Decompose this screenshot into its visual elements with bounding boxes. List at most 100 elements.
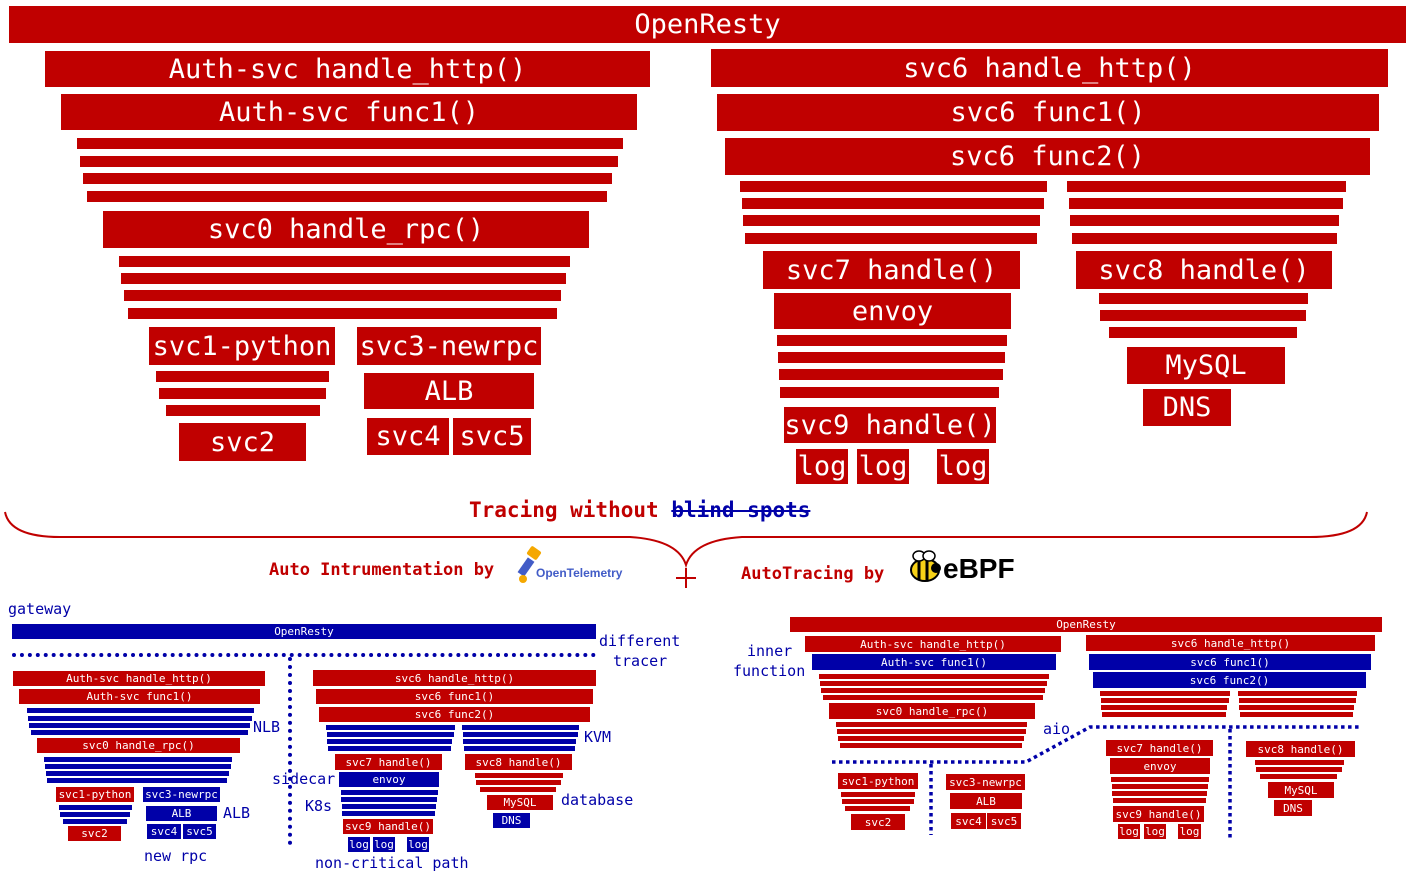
thin-span (166, 405, 320, 416)
thin-span (463, 739, 576, 744)
thin-span (46, 771, 229, 776)
non-critical-path-label: non-critical path (315, 854, 469, 872)
br-svc6-func2-span: svc6 func2() (1093, 672, 1366, 688)
envoy-span: envoy (774, 293, 1011, 329)
gateway-label: gateway (8, 600, 72, 618)
svc6-handle-http-span: svc6 handle_http() (711, 49, 1388, 87)
thin-span (463, 732, 578, 737)
tracer-boundary-line (12, 653, 596, 657)
svc1-python-span: svc1-python (149, 327, 335, 365)
br-openresty-span: OpenResty (790, 617, 1382, 632)
thin-span (159, 388, 326, 399)
thin-span (63, 819, 127, 824)
bl-log-span: log (373, 837, 395, 852)
br-svc3-newrpc-span: svc3-newrpc (946, 774, 1025, 790)
br-mysql-span: MySQL (1268, 782, 1334, 798)
bl-svc6-func2-span: svc6 func2() (319, 707, 590, 722)
bl-svc6-func1-span: svc6 func1() (316, 689, 593, 704)
thin-span (1109, 327, 1297, 338)
br-svc7-handle-span: svc7 handle() (1106, 740, 1213, 756)
thin-span (341, 797, 437, 802)
thin-span (1240, 712, 1353, 717)
alb-span: ALB (364, 373, 534, 409)
bl-auth-svc-handle-http-span: Auth-svc handle_http() (13, 671, 265, 686)
thin-span (1255, 760, 1344, 765)
thin-span (1113, 798, 1206, 803)
thin-span (821, 688, 1045, 693)
br-svc8-handle-span: svc8 handle() (1246, 741, 1355, 757)
thin-span (44, 757, 232, 762)
br-svc5-span: svc5 (987, 813, 1021, 829)
log-span: log (857, 449, 909, 484)
br-log-span: log (1144, 824, 1166, 839)
bl-svc1-python-span: svc1-python (56, 787, 134, 802)
thin-span (59, 805, 132, 810)
thin-span (1260, 774, 1337, 779)
svc9-handle-span: svc9 handle() (784, 407, 996, 443)
bl-dns-span: DNS (493, 813, 530, 828)
thin-span (745, 233, 1037, 244)
auth-svc-handle-http-span: Auth-svc handle_http() (45, 51, 650, 87)
bl-svc5-span: svc5 (183, 824, 216, 839)
thin-span (845, 806, 910, 811)
thin-span (27, 708, 254, 713)
bl-svc7-handle-span: svc7 handle() (335, 754, 442, 770)
thin-span (31, 730, 248, 735)
thin-span (1112, 784, 1208, 789)
thin-span (341, 790, 438, 795)
thin-span (778, 352, 1005, 363)
thin-span (480, 787, 556, 792)
nlb-label: NLB (253, 718, 281, 736)
thin-span (119, 256, 570, 267)
thin-span (342, 804, 436, 809)
thin-span (476, 780, 561, 785)
bl-svc2-span: svc2 (68, 826, 121, 841)
thin-span (841, 792, 915, 797)
mysql-span: MySQL (1127, 347, 1285, 384)
thin-span (743, 215, 1040, 226)
br-log-span: log (1178, 824, 1201, 839)
function-label: function (733, 662, 806, 680)
thin-span (1069, 198, 1343, 209)
ebpf-logo-text: eBPF (943, 553, 1015, 584)
bl-svc0-handle-rpc-span: svc0 handle_rpc() (37, 738, 240, 753)
thin-span (820, 681, 1047, 686)
thin-span (1111, 777, 1209, 782)
br-auth-svc-func1-span: Auth-svc func1() (812, 654, 1056, 670)
br-alb-span: ALB (950, 793, 1022, 809)
br-log-span: log (1118, 824, 1140, 839)
thin-span (1100, 310, 1306, 321)
thin-span (838, 736, 1024, 741)
thin-span (326, 725, 455, 730)
svc6-func2-span: svc6 func2() (725, 138, 1370, 175)
bl-svc6-handle-http-span: svc6 handle_http() (313, 670, 596, 686)
thin-span (328, 746, 451, 751)
database-label: database (561, 791, 634, 809)
opentelemetry-logo-text: OpenTelemetry (536, 566, 623, 580)
thin-span (60, 812, 130, 817)
thin-span (1072, 233, 1337, 244)
br-dns-span: DNS (1274, 800, 1312, 816)
svc2-span: svc2 (179, 423, 306, 461)
bl-svc8-handle-span: svc8 handle() (465, 754, 572, 770)
svc4-span: svc4 (367, 418, 449, 455)
thin-span (327, 739, 452, 744)
thin-span (1099, 293, 1308, 304)
bl-auth-svc-func1-span: Auth-svc func1() (19, 689, 260, 704)
thin-span (840, 743, 1022, 748)
thin-span (842, 799, 914, 804)
thin-span (87, 191, 607, 202)
headline: Tracing without blind spots (469, 500, 810, 521)
svc8-handle-span: svc8 handle() (1076, 251, 1332, 289)
thin-span (1101, 705, 1227, 710)
br-svc6-func1-span: svc6 func1() (1089, 654, 1371, 670)
thin-span (327, 732, 454, 737)
ebpf-logo: eBPF (905, 548, 1020, 588)
bl-alb-span: ALB (146, 806, 217, 821)
bl-mysql-span: MySQL (487, 795, 553, 810)
thin-span (1101, 698, 1229, 703)
thin-span (780, 387, 999, 398)
bl-log-span: log (348, 837, 370, 852)
thin-span (1100, 691, 1230, 696)
